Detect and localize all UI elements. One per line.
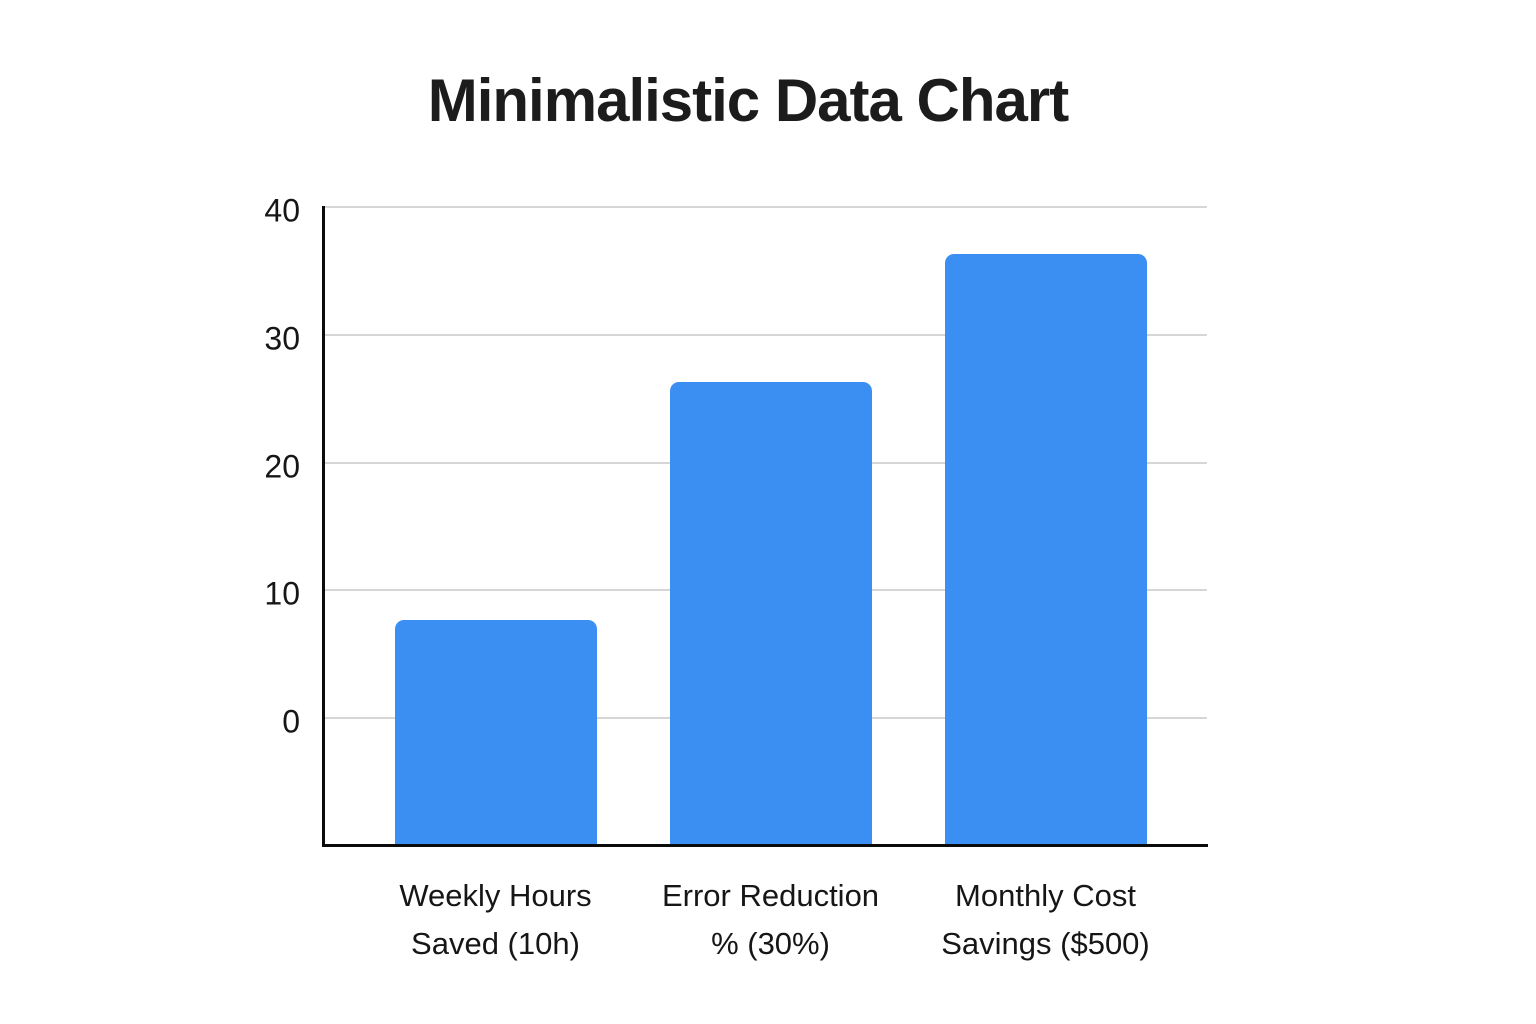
gridline-y-40 (322, 206, 1207, 208)
bar-1 (394, 619, 597, 844)
chart-title: Minimalistic Data Chart (427, 67, 1069, 134)
x-axis-category-label: Weekly Hours Saved (10h) (399, 878, 592, 961)
y-axis-tick-label: 40 (264, 192, 300, 229)
y-axis-tick-label: 30 (264, 320, 300, 357)
y-axis-tick-label: 0 (282, 703, 300, 740)
x-axis-line (322, 843, 1208, 847)
x-axis-category-label: Error Reduction % (30%) (661, 878, 880, 961)
x-axis-category-label: Monthly Cost Savings ($500) (941, 878, 1150, 961)
gridline-y-30 (322, 333, 1207, 336)
bar-3 (944, 254, 1147, 844)
y-axis-tick-label: 20 (264, 448, 300, 484)
bar-2 (669, 382, 872, 844)
y-axis-tick-label: 10 (264, 575, 300, 612)
y-axis-line (322, 206, 325, 847)
